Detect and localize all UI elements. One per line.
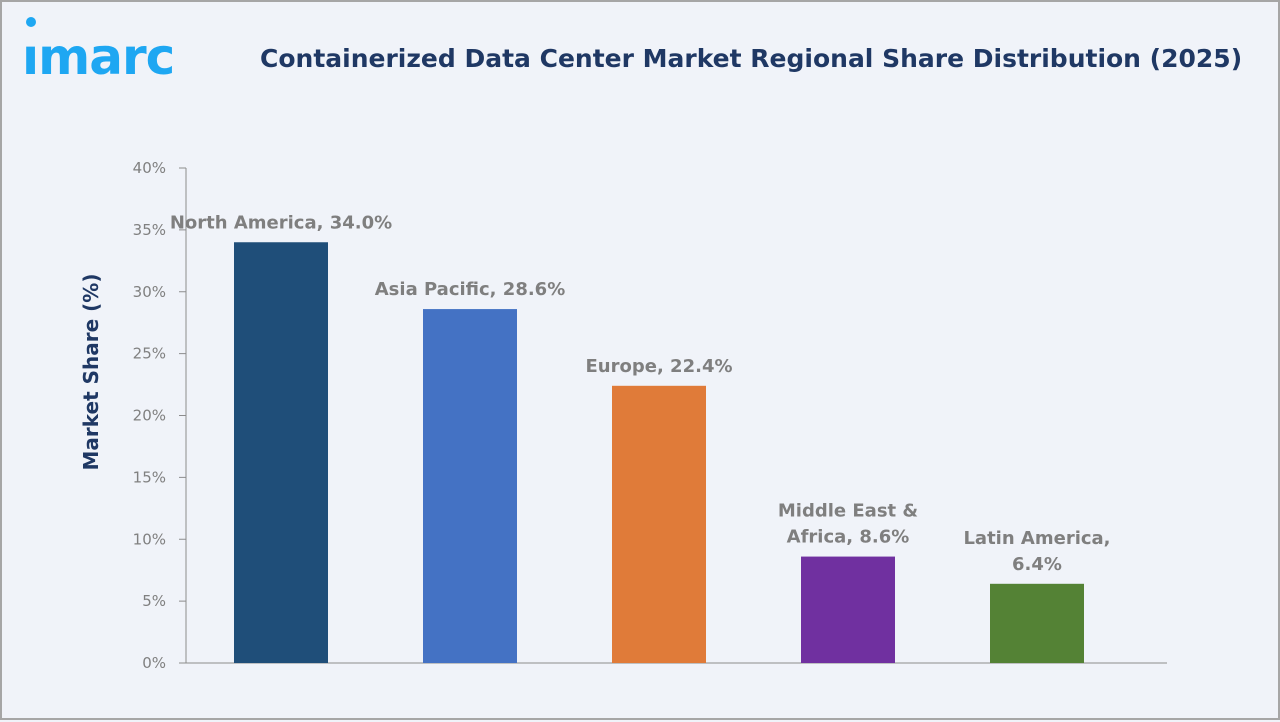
y-tick-label: 20% bbox=[133, 407, 166, 425]
y-tick-label: 35% bbox=[133, 221, 166, 239]
data-labels: North America, 34.0% Asia Pacific, 28.6% E… bbox=[170, 212, 1111, 575]
chart-title: Containerized Data Center Market Regiona… bbox=[260, 44, 1243, 73]
svg-text:ımarc: ımarc bbox=[22, 28, 174, 80]
data-label: Middle East & bbox=[778, 501, 918, 522]
bar-asia-pacific bbox=[423, 309, 517, 663]
data-label: North America, 34.0% bbox=[170, 212, 392, 233]
bar-north-america bbox=[234, 242, 328, 663]
y-tick-label: 40% bbox=[133, 159, 166, 177]
y-tick-label: 15% bbox=[133, 468, 166, 486]
y-axis: 0% 5% 10% 15% 20% 25% 30% 35% 40% bbox=[133, 159, 1167, 672]
bar-middle-east-africa bbox=[801, 556, 895, 663]
y-tick-label: 0% bbox=[142, 654, 166, 672]
y-tick-label: 10% bbox=[133, 530, 166, 548]
bars bbox=[234, 242, 1084, 663]
y-tick-label: 30% bbox=[133, 283, 166, 301]
bar-latin-america bbox=[990, 583, 1084, 663]
data-label: 6.4% bbox=[1012, 554, 1062, 575]
data-label: Europe, 22.4% bbox=[586, 356, 733, 377]
data-label: Africa, 8.6% bbox=[787, 527, 910, 548]
imarc-logo: ımarc bbox=[22, 17, 175, 80]
data-label: Asia Pacific, 28.6% bbox=[375, 279, 566, 300]
data-label: Latin America, bbox=[963, 528, 1110, 549]
y-axis-label: Market Share (%) bbox=[79, 274, 103, 471]
y-tick-label: 25% bbox=[133, 345, 166, 363]
bar-europe bbox=[612, 385, 706, 663]
y-tick-label: 5% bbox=[142, 592, 166, 610]
